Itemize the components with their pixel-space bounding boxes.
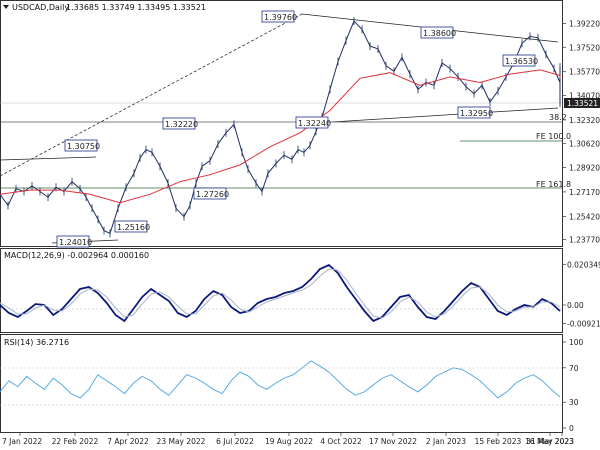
price-symbol: USDCAD,Daily [12,3,69,12]
price-y-tick-label: 1.32320 [569,116,600,125]
x-tick-label: 23 May 2022 [157,437,206,446]
label-136530: 1.36530 [505,57,538,66]
price-y-tick-label: 1.30620 [569,140,600,149]
collapse-triangle-icon[interactable] [3,5,9,9]
label-fe-100: FE 100.0 [536,132,571,141]
x-tick-label: 7 Jan 2022 [2,437,42,446]
rsi-y-tick-label: 30 [569,398,579,407]
macd-panel-frame [0,248,563,333]
price-ohlc: 1.33685 1.33749 1.33495 1.33521 [66,3,206,12]
current-price-tag [564,98,600,108]
price-panel-frame [0,0,563,247]
x-tick-label: 7 Apr 2022 [107,437,149,446]
rsi-y-axis: 100 70 30 0 [562,338,584,433]
rsi-y-tick-label: 70 [569,364,579,373]
lower-triangle-line [331,107,559,123]
left-horizontal-line [0,156,97,161]
rsi-y-tick-label: 0 [569,424,574,433]
price-y-tick-label: 1.37520 [569,43,600,52]
price-drawings [0,13,562,244]
macd-y-tick-label: 0.020349 [567,260,600,269]
macd-y-tick-label: 0.00 [567,301,584,310]
price-y-tick-label: 1.25420 [569,212,600,221]
x-tick-label: 2 Jan 2023 [426,437,466,446]
label-139760: 1.39760 [264,13,297,22]
ma-series-group [0,69,561,204]
label-fe-161: FE 161.8 [536,180,571,189]
label-fib-382: 38.2 [549,113,567,122]
x-tick-label: 16 May 2023 [525,437,574,446]
x-tick-label: 4 Oct 2022 [320,437,362,446]
macd-y-axis: 0.020349 0.00 -0.009215 [562,260,600,328]
label-125160: 1.25160 [117,223,150,232]
label-132240: 1.32240 [298,119,331,128]
price-y-tick-label: 1.23770 [569,235,600,244]
price-y-tick-label: 1.28920 [569,163,600,172]
macd-series-group [0,263,561,323]
rsi-series-group [0,360,561,399]
x-tick-label: 17 Nov 2022 [369,437,417,446]
macd-y-tick-label: -0.009215 [567,319,600,328]
price-y-tick-label: 1.34070 [569,91,600,100]
rsi-line [0,360,561,399]
label-138600: 1.38600 [423,29,456,38]
x-tick-label: 22 Feb 2022 [52,437,99,446]
rsi-title: RSI(14) 36.2716 [4,338,69,347]
price-y-tick-label: 1.35770 [569,68,600,77]
current-price-value: 1.33521 [567,99,598,108]
x-tick-label: 19 Aug 2022 [265,437,313,446]
label-124010: 1.24010 [59,238,92,247]
x-tick-label: 15 Feb 2023 [475,437,522,446]
x-tick-label: 31 Mar 2023 [526,437,574,446]
macd-signal-line [0,268,561,319]
x-tick-label: 6 Jul 2022 [216,437,254,446]
rsi-y-tick-label: 100 [569,338,584,347]
label-132220: 1.32220 [165,120,198,129]
price-y-tick-label: 1.39220 [569,20,600,29]
price-y-axis: 1.39220 1.37520 1.35770 1.34070 1.32320 1.306… [562,20,600,244]
ma-line [0,69,561,204]
price-y-tick-label: 1.27170 [569,188,600,197]
x-axis: 7 Jan 2022 22 Feb 2022 7 Apr 2022 23 May 20… [2,433,574,446]
dashed-trendline [0,13,303,177]
price-annotations: 1.39760 1.38600 1.36530 1.32950 1.32240 … [56,10,571,248]
label-127260: 1.27260 [196,190,229,199]
macd-title: MACD(12,26,9) -0.002964 0.000160 [4,251,149,260]
rsi-panel-frame [0,334,563,433]
label-132950: 1.32950 [460,109,493,118]
label-130750: 1.30750 [67,142,100,151]
